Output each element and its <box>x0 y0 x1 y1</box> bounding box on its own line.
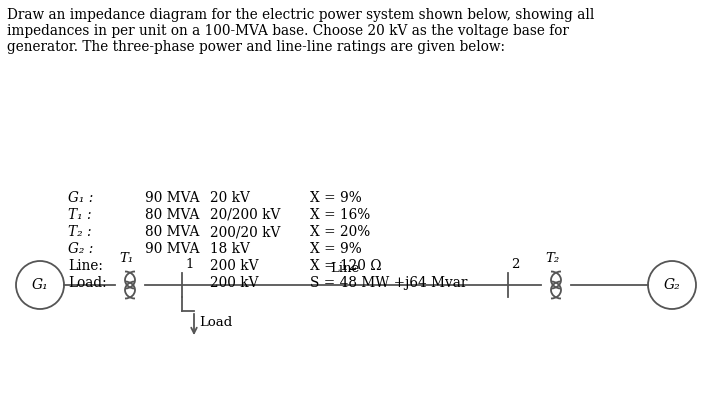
Text: generator. The three-phase power and line-line ratings are given below:: generator. The three-phase power and lin… <box>7 40 505 54</box>
Text: T₂: T₂ <box>545 252 559 265</box>
Text: 18 kV: 18 kV <box>210 242 250 256</box>
Text: X = 120 Ω: X = 120 Ω <box>310 259 381 273</box>
Text: G₁: G₁ <box>31 278 49 292</box>
Text: impedances in per unit on a 100-MVA base. Choose 20 kV as the voltage base for: impedances in per unit on a 100-MVA base… <box>7 24 569 38</box>
Text: X = 9%: X = 9% <box>310 191 362 205</box>
Text: S = 48 MW +j64 Mvar: S = 48 MW +j64 Mvar <box>310 276 468 290</box>
Text: Load: Load <box>199 316 232 329</box>
Text: 90 MVA: 90 MVA <box>145 242 199 256</box>
Text: T₁ :: T₁ : <box>68 208 91 222</box>
Text: X = 20%: X = 20% <box>310 225 371 239</box>
Text: G₂: G₂ <box>663 278 680 292</box>
Text: Load:: Load: <box>68 276 106 290</box>
Text: 90 MVA: 90 MVA <box>145 191 199 205</box>
Text: 200 kV: 200 kV <box>210 259 258 273</box>
Text: 1: 1 <box>185 258 193 271</box>
Text: 80 MVA: 80 MVA <box>145 208 199 222</box>
Text: 20/200 kV: 20/200 kV <box>210 208 281 222</box>
Text: Line: Line <box>331 262 360 275</box>
Text: X = 9%: X = 9% <box>310 242 362 256</box>
Text: 200 kV: 200 kV <box>210 276 258 290</box>
Text: 20 kV: 20 kV <box>210 191 250 205</box>
Text: 2: 2 <box>511 258 519 271</box>
Text: G₂ :: G₂ : <box>68 242 94 256</box>
Text: T₂ :: T₂ : <box>68 225 91 239</box>
Text: T₁: T₁ <box>119 252 133 265</box>
Text: 200/20 kV: 200/20 kV <box>210 225 281 239</box>
Text: X = 16%: X = 16% <box>310 208 371 222</box>
Text: G₁ :: G₁ : <box>68 191 94 205</box>
Text: 80 MVA: 80 MVA <box>145 225 199 239</box>
Text: Line:: Line: <box>68 259 103 273</box>
Text: Draw an impedance diagram for the electric power system shown below, showing all: Draw an impedance diagram for the electr… <box>7 8 594 22</box>
